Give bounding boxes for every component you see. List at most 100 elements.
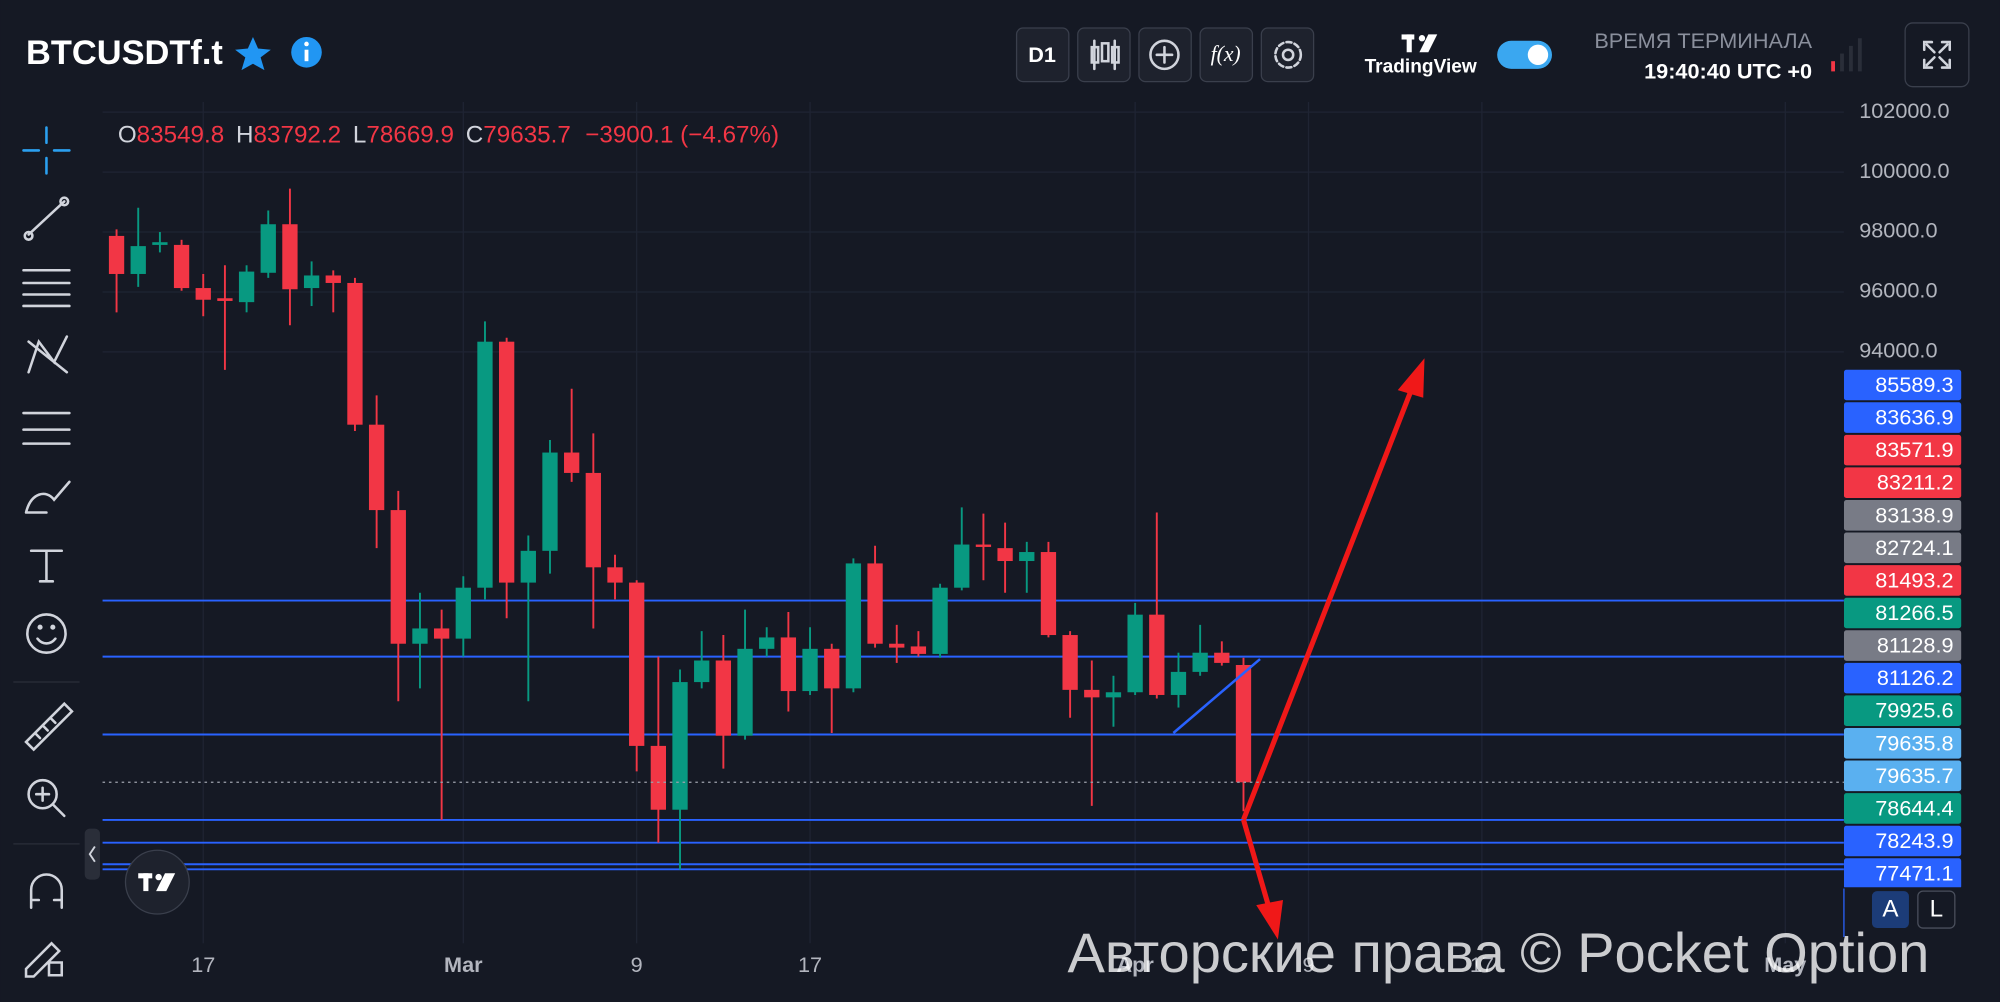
price-label: 83138.9 bbox=[1875, 502, 1953, 527]
candle-body bbox=[1127, 614, 1143, 693]
price-axis: 102000.0 100000.0 98000.0 96000.0 94000.0 bbox=[1859, 98, 1949, 363]
candle-body bbox=[1040, 552, 1057, 636]
clock: 19:40:40 UTC +0 bbox=[1644, 58, 1812, 83]
legend-key: H bbox=[236, 122, 253, 149]
candle-body bbox=[303, 275, 320, 289]
candle-body bbox=[975, 544, 992, 547]
candle-body bbox=[715, 660, 732, 736]
fullscreen-button[interactable] bbox=[1904, 22, 1970, 88]
legend-change: −3900.1 (−4.67%) bbox=[585, 122, 779, 149]
indicators-button[interactable] bbox=[1199, 27, 1254, 83]
legend-value: 78669.9 bbox=[366, 122, 454, 149]
candle-body bbox=[629, 582, 645, 746]
favorite-star[interactable] bbox=[235, 36, 271, 71]
chart-type-button[interactable] bbox=[1077, 27, 1131, 83]
emoji-tool[interactable] bbox=[26, 613, 67, 654]
price-label: 81126.2 bbox=[1877, 665, 1954, 690]
candle-body bbox=[152, 242, 168, 245]
candle-body bbox=[325, 275, 341, 283]
candle-body bbox=[108, 235, 125, 274]
candle-body bbox=[520, 550, 536, 583]
y-tick-label: 102000.0 bbox=[1859, 98, 1949, 123]
candle-body bbox=[455, 587, 471, 639]
gear-icon bbox=[1274, 40, 1303, 69]
candle-body bbox=[954, 544, 970, 588]
y-tick-label: 98000.0 bbox=[1859, 218, 1937, 243]
legend-key: L bbox=[353, 122, 366, 149]
price-label-box bbox=[1843, 695, 1962, 727]
price-label-box bbox=[1843, 858, 1962, 888]
trend-line bbox=[1172, 658, 1261, 734]
timeframe: D1 bbox=[1028, 42, 1056, 67]
projection-tool[interactable] bbox=[22, 411, 71, 445]
clock-label: ВРЕМЯ ТЕРМИНАЛА bbox=[1594, 28, 1812, 53]
price-label: 83211.2 bbox=[1877, 470, 1954, 495]
price-label: 78243.9 bbox=[1875, 828, 1953, 853]
x-tick-label: Mar bbox=[444, 952, 483, 977]
price-label: 79925.6 bbox=[1875, 698, 1953, 723]
candle-body bbox=[1105, 692, 1122, 698]
timeframe-button[interactable] bbox=[1015, 27, 1070, 83]
fib-tool[interactable] bbox=[22, 268, 71, 308]
auto-scale-button[interactable] bbox=[1871, 891, 1909, 929]
ruler-tool[interactable] bbox=[24, 701, 74, 752]
log-scale-label: L bbox=[1930, 896, 1943, 923]
candle-body bbox=[1062, 635, 1078, 690]
y-tick-label: 96000.0 bbox=[1859, 278, 1937, 303]
candle-body bbox=[694, 660, 710, 683]
pattern-tool[interactable] bbox=[27, 335, 69, 374]
settings-button[interactable] bbox=[1260, 27, 1315, 83]
candle-body bbox=[564, 452, 580, 473]
candle-body bbox=[368, 424, 385, 511]
price-label-box bbox=[1843, 597, 1962, 629]
info-icon[interactable] bbox=[291, 36, 322, 68]
candle-body bbox=[390, 510, 406, 644]
line-tool[interactable] bbox=[27, 200, 66, 236]
symbol[interactable]: BTCUSDTf.t bbox=[26, 34, 223, 72]
y-tick-label: 94000.0 bbox=[1859, 338, 1937, 363]
x-tick-label: 17 bbox=[1470, 952, 1494, 977]
price-label: 77471.1 bbox=[1875, 861, 1953, 886]
candle-body bbox=[130, 246, 146, 274]
magnet-tool[interactable] bbox=[29, 873, 64, 909]
price-label-box bbox=[1843, 727, 1962, 759]
price-label-box bbox=[1843, 630, 1962, 661]
price-label: 79635.8 bbox=[1875, 730, 1953, 755]
zoom-tool[interactable] bbox=[27, 778, 58, 810]
price-label: 79635.7 bbox=[1875, 763, 1953, 788]
candle-body bbox=[238, 271, 255, 303]
y-tick-label: 100000.0 bbox=[1859, 158, 1949, 183]
collapse-tab[interactable] bbox=[84, 828, 100, 880]
candle-body bbox=[780, 637, 797, 692]
candle-body bbox=[1214, 652, 1230, 663]
candle-icon bbox=[1090, 39, 1120, 71]
candle-body bbox=[824, 648, 840, 689]
plus-icon bbox=[1149, 39, 1180, 71]
crosshair-tool[interactable] bbox=[22, 126, 71, 175]
log-scale-button[interactable] bbox=[1917, 890, 1956, 929]
candle-body bbox=[845, 563, 862, 689]
forecast-arrows bbox=[1241, 358, 1425, 940]
text-tool[interactable] bbox=[29, 549, 64, 583]
left-toolbar bbox=[22, 126, 74, 978]
legend-key: O bbox=[118, 122, 137, 149]
toolbar-buttons bbox=[1015, 27, 1315, 83]
price-label-box bbox=[1843, 369, 1962, 401]
tv-badge[interactable] bbox=[124, 849, 190, 915]
candle-body bbox=[282, 224, 298, 290]
brush-tool[interactable] bbox=[24, 480, 71, 514]
candle-body bbox=[477, 341, 493, 588]
x-tick-label: Apr bbox=[1116, 952, 1154, 977]
lock-tool[interactable] bbox=[24, 941, 64, 978]
candle-body bbox=[542, 452, 558, 551]
candle-body bbox=[1170, 671, 1187, 695]
price-label-box bbox=[1843, 793, 1962, 824]
toggle[interactable] bbox=[1497, 40, 1552, 69]
price-label: 85589.3 bbox=[1875, 372, 1953, 397]
price-label-box bbox=[1843, 467, 1962, 499]
candle-body bbox=[173, 244, 190, 289]
candle-body bbox=[1149, 614, 1165, 695]
candle-body bbox=[932, 587, 948, 654]
